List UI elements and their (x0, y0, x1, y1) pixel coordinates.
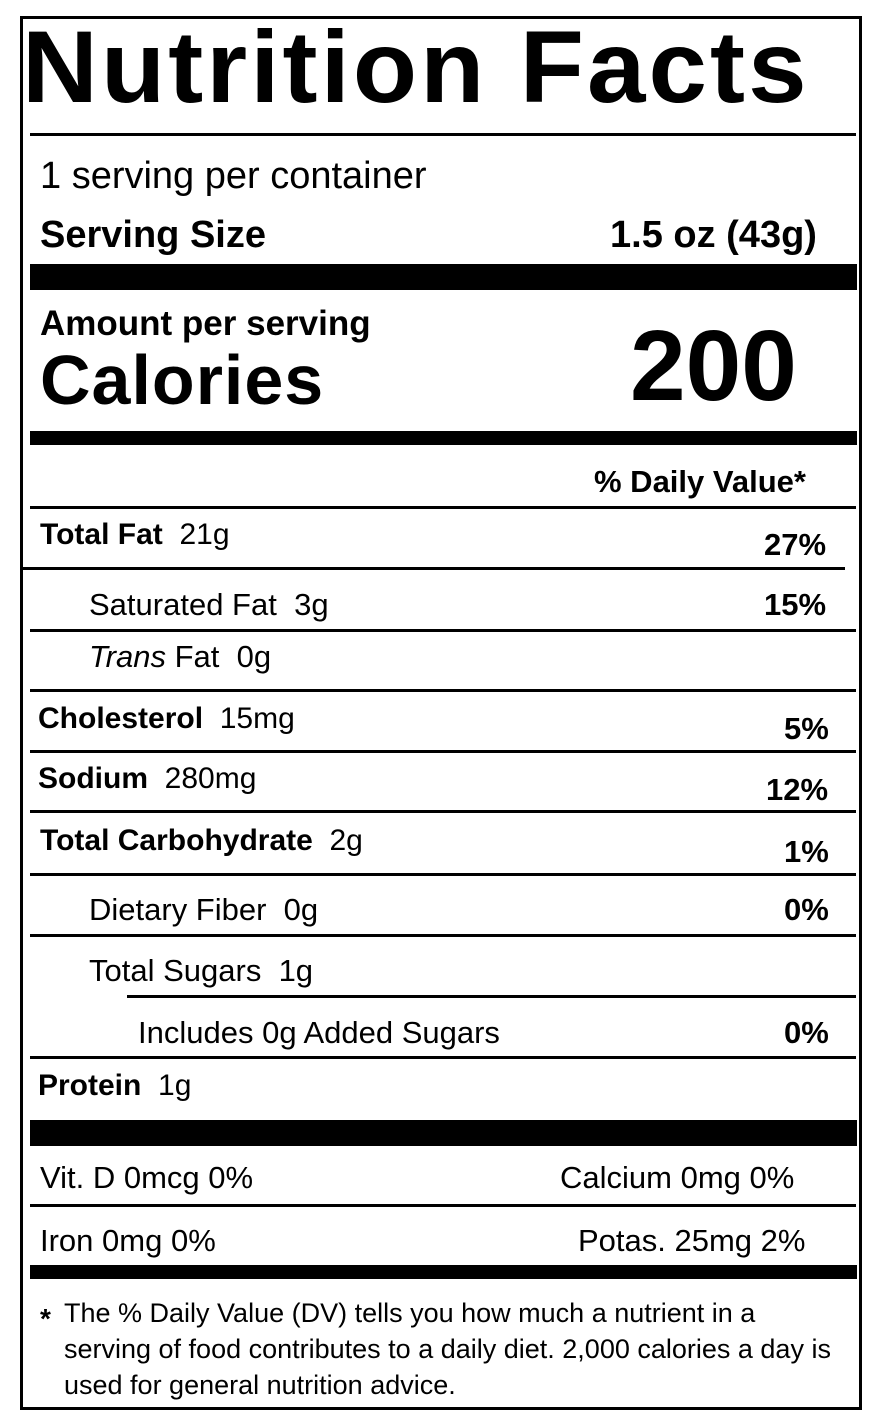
total-carbohydrate-label: Total Carbohydrate (40, 824, 313, 857)
rule-sodium (30, 810, 856, 813)
sodium-amount: 280mg (164, 762, 257, 795)
dietary-fiber-row: Dietary Fiber 0g (89, 894, 318, 925)
cholesterol-row: Cholesterol 15mg (38, 704, 295, 734)
thick-rule-serving (30, 264, 857, 290)
calories-value: 200 (630, 310, 797, 422)
cholesterol-amount: 15mg (219, 702, 295, 735)
thick-rule-footnote (30, 1265, 857, 1279)
rule-trans-fat (30, 689, 856, 692)
trans-fat-row: Trans Fat 0g (89, 641, 271, 672)
added-sugars-dv: 0% (784, 1015, 829, 1050)
total-sugars-label: Total Sugars (89, 953, 262, 988)
daily-value-header: % Daily Value* (594, 464, 806, 499)
rule-cholesterol (30, 750, 856, 753)
protein-row: Protein 1g (38, 1071, 191, 1101)
total-fat-label: Total Fat (40, 518, 163, 551)
total-carbohydrate-dv: 1% (784, 834, 829, 869)
trans-fat-amount: 0g (236, 639, 272, 674)
saturated-fat-label: Saturated Fat (89, 587, 277, 622)
total-fat-dv: 27% (764, 527, 827, 562)
iron: Iron 0mg 0% (40, 1223, 216, 1258)
rule-added-sugars (30, 1056, 856, 1059)
thick-rule-protein (30, 1120, 857, 1146)
total-carbohydrate-amount: 2g (329, 824, 363, 857)
rule-vitamins (30, 1204, 856, 1207)
calories-label: Calories (40, 341, 325, 419)
rule-dv-header (30, 506, 856, 509)
saturated-fat-dv: 15% (764, 587, 827, 622)
trans-fat-label: Fat (174, 639, 220, 674)
serving-size-label: Serving Size (40, 214, 266, 256)
rule-total-fat (23, 567, 845, 570)
rule-total-carbohydrate (30, 873, 856, 876)
servings-per-container: 1 serving per container (40, 155, 427, 197)
total-sugars-row: Total Sugars 1g (89, 955, 313, 986)
amount-per-serving: Amount per serving (40, 304, 371, 343)
vitamin-d: Vit. D 0mcg 0% (40, 1160, 254, 1195)
footnote-text: The % Daily Value (DV) tells you how muc… (64, 1298, 831, 1400)
dietary-fiber-amount: 0g (283, 892, 319, 927)
saturated-fat-row: Saturated Fat 3g (89, 589, 329, 620)
calcium: Calcium 0mg 0% (560, 1160, 795, 1195)
dietary-fiber-label: Dietary Fiber (89, 892, 267, 927)
footnote-asterisk: * (40, 1303, 51, 1334)
saturated-fat-amount: 3g (294, 587, 329, 622)
trans-fat-label-italic: Trans (89, 639, 166, 674)
rule-total-sugars (127, 995, 856, 998)
total-carbohydrate-row: Total Carbohydrate 2g (40, 826, 363, 856)
rule-saturated-fat (30, 629, 856, 632)
nutrition-facts-label (20, 16, 862, 1410)
protein-amount: 1g (158, 1069, 192, 1102)
sodium-dv: 12% (766, 772, 829, 807)
cholesterol-dv: 5% (784, 711, 829, 746)
added-sugars-label: Includes 0g Added Sugars (138, 1015, 500, 1050)
rule-dietary-fiber (30, 934, 856, 937)
sodium-label: Sodium (38, 762, 148, 795)
total-sugars-amount: 1g (278, 953, 314, 988)
total-fat-amount: 21g (179, 518, 230, 551)
title-rule (30, 133, 856, 136)
dietary-fiber-dv: 0% (784, 892, 829, 927)
cholesterol-label: Cholesterol (38, 702, 204, 735)
potassium: Potas. 25mg 2% (578, 1223, 806, 1258)
total-fat-row: Total Fat 21g (40, 520, 230, 550)
protein-label: Protein (38, 1069, 142, 1102)
sodium-row: Sodium 280mg (38, 764, 256, 794)
label-title: Nutrition Facts (22, 10, 810, 124)
thick-rule-calories (30, 431, 857, 445)
serving-size-value: 1.5 oz (43g) (610, 214, 817, 256)
